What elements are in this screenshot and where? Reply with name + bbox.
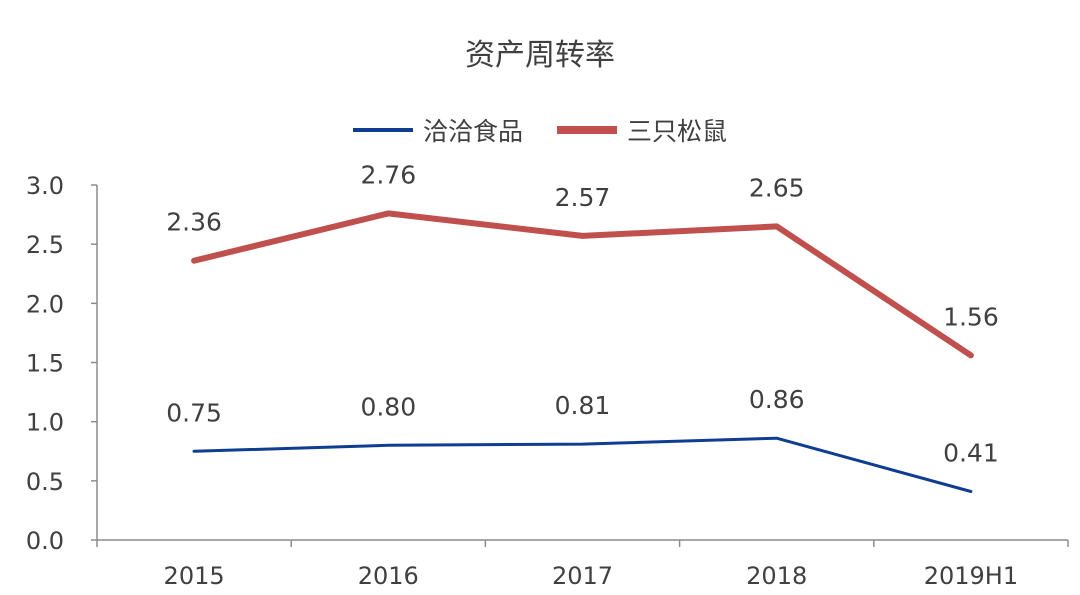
x-tick-label: 2015 xyxy=(164,562,225,590)
y-tick-label: 2.5 xyxy=(26,231,64,259)
legend-swatch-series-1 xyxy=(557,126,617,134)
x-tick-label: 2017 xyxy=(552,562,613,590)
series-lines xyxy=(191,210,974,493)
y-tick-label: 2.0 xyxy=(26,290,64,318)
x-tick-label: 2019H1 xyxy=(924,562,1018,590)
legend-item-series-1: 三只松鼠 xyxy=(557,112,727,148)
axes: 0.0 0.5 1.0 1.5 2.0 2.5 3.0 2015 2016 2017 2018 201… xyxy=(26,172,1069,590)
data-label-series-1: 2.76 xyxy=(360,160,416,189)
data-label-series-0: 0.81 xyxy=(555,391,611,420)
data-label-series-1: 2.65 xyxy=(749,173,805,202)
data-label-series-1: 2.36 xyxy=(166,208,222,237)
y-tick-label: 3.0 xyxy=(26,172,64,200)
x-tick-label: 2016 xyxy=(358,562,419,590)
x-tick-label: 2018 xyxy=(746,562,807,590)
y-tick-label: 0.0 xyxy=(26,527,64,555)
y-tick-label: 0.5 xyxy=(26,468,64,496)
y-tick-label: 1.0 xyxy=(26,409,64,437)
series-line-1 xyxy=(191,210,974,359)
data-label-series-1: 1.56 xyxy=(943,302,999,331)
data-label-series-1: 2.57 xyxy=(555,183,611,212)
legend-label-series-1: 三只松鼠 xyxy=(627,117,728,146)
data-labels: 0.75 0.80 0.81 0.86 0.41 2.36 2.76 2.57 2.65 1.56 xyxy=(166,160,998,467)
legend-swatch-series-0 xyxy=(352,128,413,132)
chart-title: 资产周转率 xyxy=(465,38,615,73)
legend-label-series-0: 洽洽食品 xyxy=(422,117,523,146)
y-tick-label: 1.5 xyxy=(26,350,64,378)
legend: 洽洽食品 三只松鼠 xyxy=(0,112,1080,148)
legend-item-series-0: 洽洽食品 xyxy=(352,112,523,148)
series-line-0 xyxy=(192,436,973,493)
data-label-series-0: 0.75 xyxy=(166,398,222,427)
data-label-series-0: 0.86 xyxy=(749,385,805,414)
data-label-series-0: 0.80 xyxy=(360,392,416,421)
data-label-series-0: 0.41 xyxy=(943,438,999,467)
